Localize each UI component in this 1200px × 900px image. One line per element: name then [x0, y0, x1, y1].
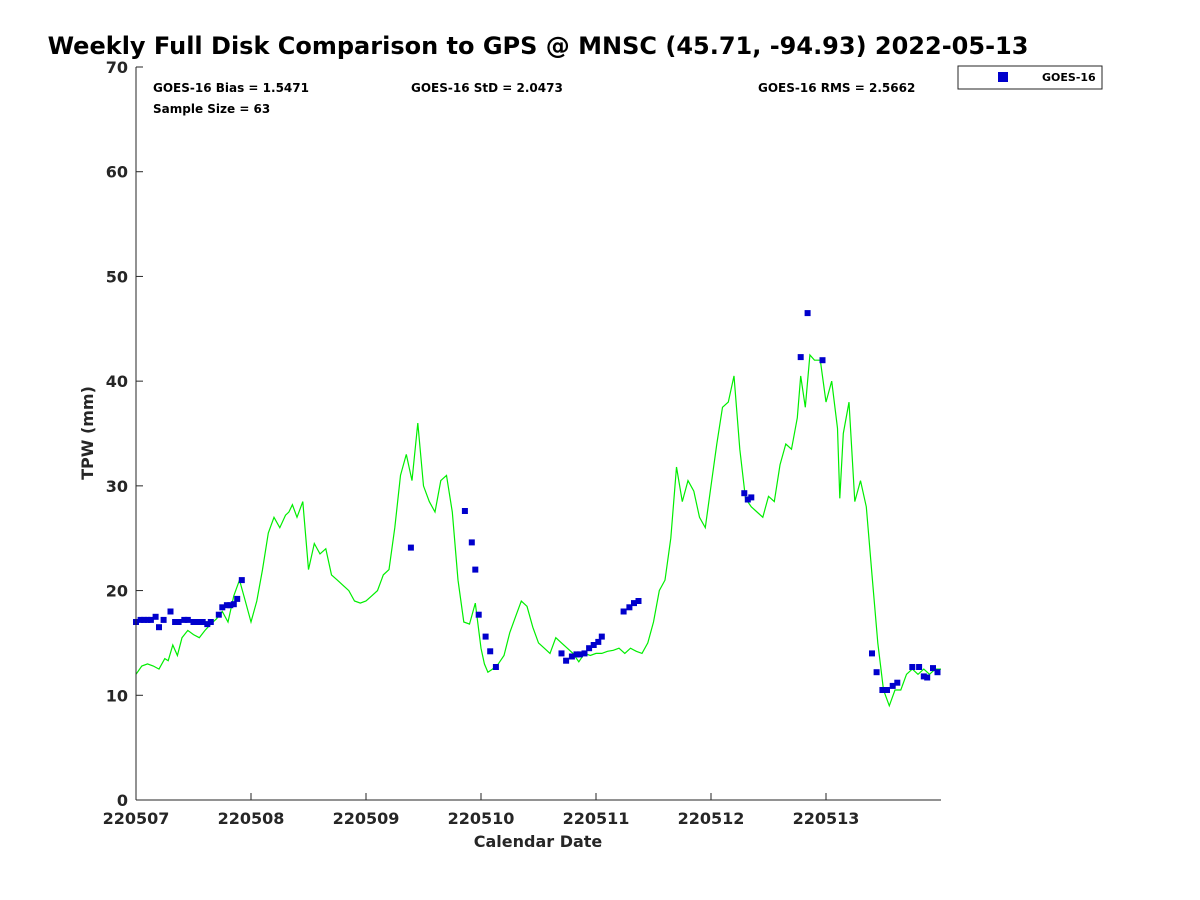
goes16-series [133, 310, 941, 693]
sample-size-stat: Sample Size = 63 [153, 102, 270, 116]
plot-area [136, 67, 941, 800]
x-tick-label: 220507 [103, 809, 170, 828]
goes16-point [160, 616, 167, 623]
goes16-point [407, 544, 414, 551]
goes16-point [167, 608, 174, 615]
goes16-point [204, 621, 211, 628]
goes16-point [889, 682, 896, 689]
bias-stat: GOES-16 Bias = 1.5471 [153, 81, 309, 95]
goes16-point [797, 354, 804, 361]
goes16-point [558, 650, 565, 657]
goes16-point [475, 611, 482, 618]
legend-marker [998, 72, 1008, 82]
goes16-point [930, 665, 936, 672]
x-tick-label: 220512 [678, 809, 745, 828]
goes16-point [147, 616, 154, 623]
goes16-point [234, 595, 241, 602]
goes16-point [586, 645, 593, 652]
goes16-point [590, 642, 597, 648]
goes16-point [144, 616, 151, 623]
goes16-point [804, 310, 811, 317]
goes16-point [573, 651, 580, 658]
goes16-point [909, 664, 916, 670]
y-tick-label: 50 [106, 267, 128, 286]
goes16-point [869, 650, 875, 657]
y-tick-label: 10 [106, 686, 128, 705]
goes16-point [141, 616, 148, 623]
goes16-point [563, 657, 570, 664]
rms-stat: GOES-16 RMS = 2.5662 [758, 81, 915, 95]
goes16-point [175, 619, 182, 625]
goes16-point [598, 633, 605, 640]
goes16-point [215, 611, 222, 618]
goes16-point [748, 494, 755, 501]
x-axis-label: Calendar Date [474, 832, 603, 851]
goes16-point [468, 539, 475, 546]
x-tick-label: 220511 [563, 809, 630, 828]
goes16-point [461, 508, 468, 514]
y-tick-label: 30 [106, 477, 128, 496]
std-stat: GOES-16 StD = 2.0473 [411, 81, 563, 95]
goes16-point [227, 602, 234, 609]
x-tick-label: 220513 [793, 809, 860, 828]
goes16-point [207, 619, 214, 625]
x-tick-label: 220509 [333, 809, 400, 828]
goes16-point [172, 619, 179, 625]
goes16-point [741, 490, 748, 497]
goes16-point [631, 600, 637, 607]
gps-line [135, 353, 941, 708]
goes16-point [934, 669, 941, 676]
x-tick-label: 220508 [218, 809, 285, 828]
goes16-point [576, 651, 583, 658]
goes16-point [195, 619, 202, 625]
goes16-point [230, 601, 237, 608]
goes16-point [595, 638, 602, 645]
y-tick-label: 40 [106, 372, 128, 391]
legend-box [957, 65, 1103, 90]
goes16-point [184, 616, 191, 623]
goes16-point [492, 664, 499, 670]
goes16-point [190, 619, 197, 625]
goes16-point [894, 679, 901, 686]
goes16-point [920, 673, 927, 680]
goes16-point [581, 650, 588, 657]
goes16-point [137, 616, 144, 623]
y-tick-label: 0 [117, 791, 128, 810]
y-tick-label: 60 [106, 163, 128, 182]
goes16-point [568, 653, 575, 660]
goes16-point [223, 602, 230, 609]
goes16-point [924, 674, 931, 681]
goes16-point [238, 577, 245, 584]
chart-title: Weekly Full Disk Comparison to GPS @ MNS… [48, 32, 1029, 60]
goes16-point [884, 687, 890, 693]
goes16-point [219, 604, 226, 611]
y-tick-label: 20 [106, 582, 128, 601]
y-axis-label: TPW (mm) [78, 386, 97, 480]
goes16-point [819, 357, 826, 364]
goes16-point [916, 664, 923, 670]
goes16-point [156, 624, 162, 631]
goes16-point [487, 648, 494, 655]
goes16-point [620, 608, 627, 615]
goes16-point [626, 604, 633, 611]
goes16-point [472, 566, 479, 573]
goes16-point [181, 616, 188, 623]
goes16-point [873, 669, 880, 676]
gps-series [135, 353, 941, 708]
goes16-point [482, 633, 489, 640]
legend: GOES-16 [957, 65, 1103, 90]
goes16-point [879, 687, 886, 693]
legend-label: GOES-16 [1042, 71, 1096, 84]
goes16-point [152, 613, 159, 620]
goes16-point [635, 598, 642, 604]
y-tick-label: 70 [106, 58, 128, 77]
goes16-point [744, 496, 751, 503]
goes16-point [199, 619, 206, 625]
x-tick-label: 220510 [448, 809, 515, 828]
axis-ticks: 0 10 20 30 40 50 60 70 220507 220508 220509 220510 2… [103, 58, 860, 828]
